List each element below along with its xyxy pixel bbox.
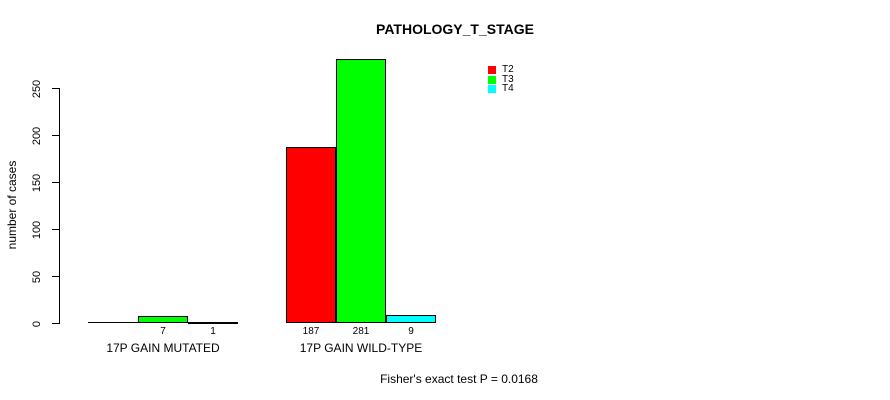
bar-t3 [138, 316, 188, 323]
chart-title: PATHOLOGY_T_STAGE [376, 21, 534, 37]
category-label: 17P GAIN WILD-TYPE [299, 341, 423, 355]
y-tick-label: 100 [31, 220, 43, 239]
y-axis-tick [52, 323, 59, 324]
bar-value-label: 7 [160, 326, 166, 337]
bar-value-label: 187 [302, 326, 320, 337]
bar-t2 [286, 147, 336, 323]
legend-item-t2: T2 [488, 64, 514, 75]
bar-t3 [336, 59, 386, 323]
y-axis-tick [52, 135, 59, 136]
legend-swatch-icon [488, 75, 496, 84]
legend-swatch-icon [488, 66, 496, 74]
y-axis-tick [52, 229, 59, 230]
y-axis-label: number of cases [5, 160, 19, 250]
y-tick-label: 250 [31, 79, 43, 98]
legend-label: T3 [502, 73, 514, 85]
legend-label: T2 [502, 64, 514, 75]
y-tick-label: 0 [31, 320, 43, 327]
category-label: 17P GAIN MUTATED [106, 341, 220, 355]
y-tick-label: 200 [31, 126, 43, 145]
legend-item-t4: T4 [488, 83, 514, 94]
bar-t4 [188, 322, 238, 324]
y-tick-label: 150 [31, 173, 43, 192]
legend-item-t3: T3 [488, 73, 514, 85]
bar-value-label: 281 [352, 326, 370, 337]
bar-value-label: 9 [408, 326, 414, 337]
bar-t4 [386, 315, 436, 323]
legend-swatch-icon [488, 85, 496, 93]
y-axis-tick [52, 276, 59, 277]
y-axis-line [59, 88, 60, 324]
y-axis-tick [52, 88, 59, 89]
legend-label: T4 [502, 83, 514, 94]
bar-value-label: 1 [210, 326, 216, 337]
legend: T2 T3 T4 [488, 64, 514, 94]
y-tick-label: 50 [31, 270, 43, 283]
y-axis-tick [52, 182, 59, 183]
stat-annotation: Fisher's exact test P = 0.0168 [380, 372, 538, 386]
